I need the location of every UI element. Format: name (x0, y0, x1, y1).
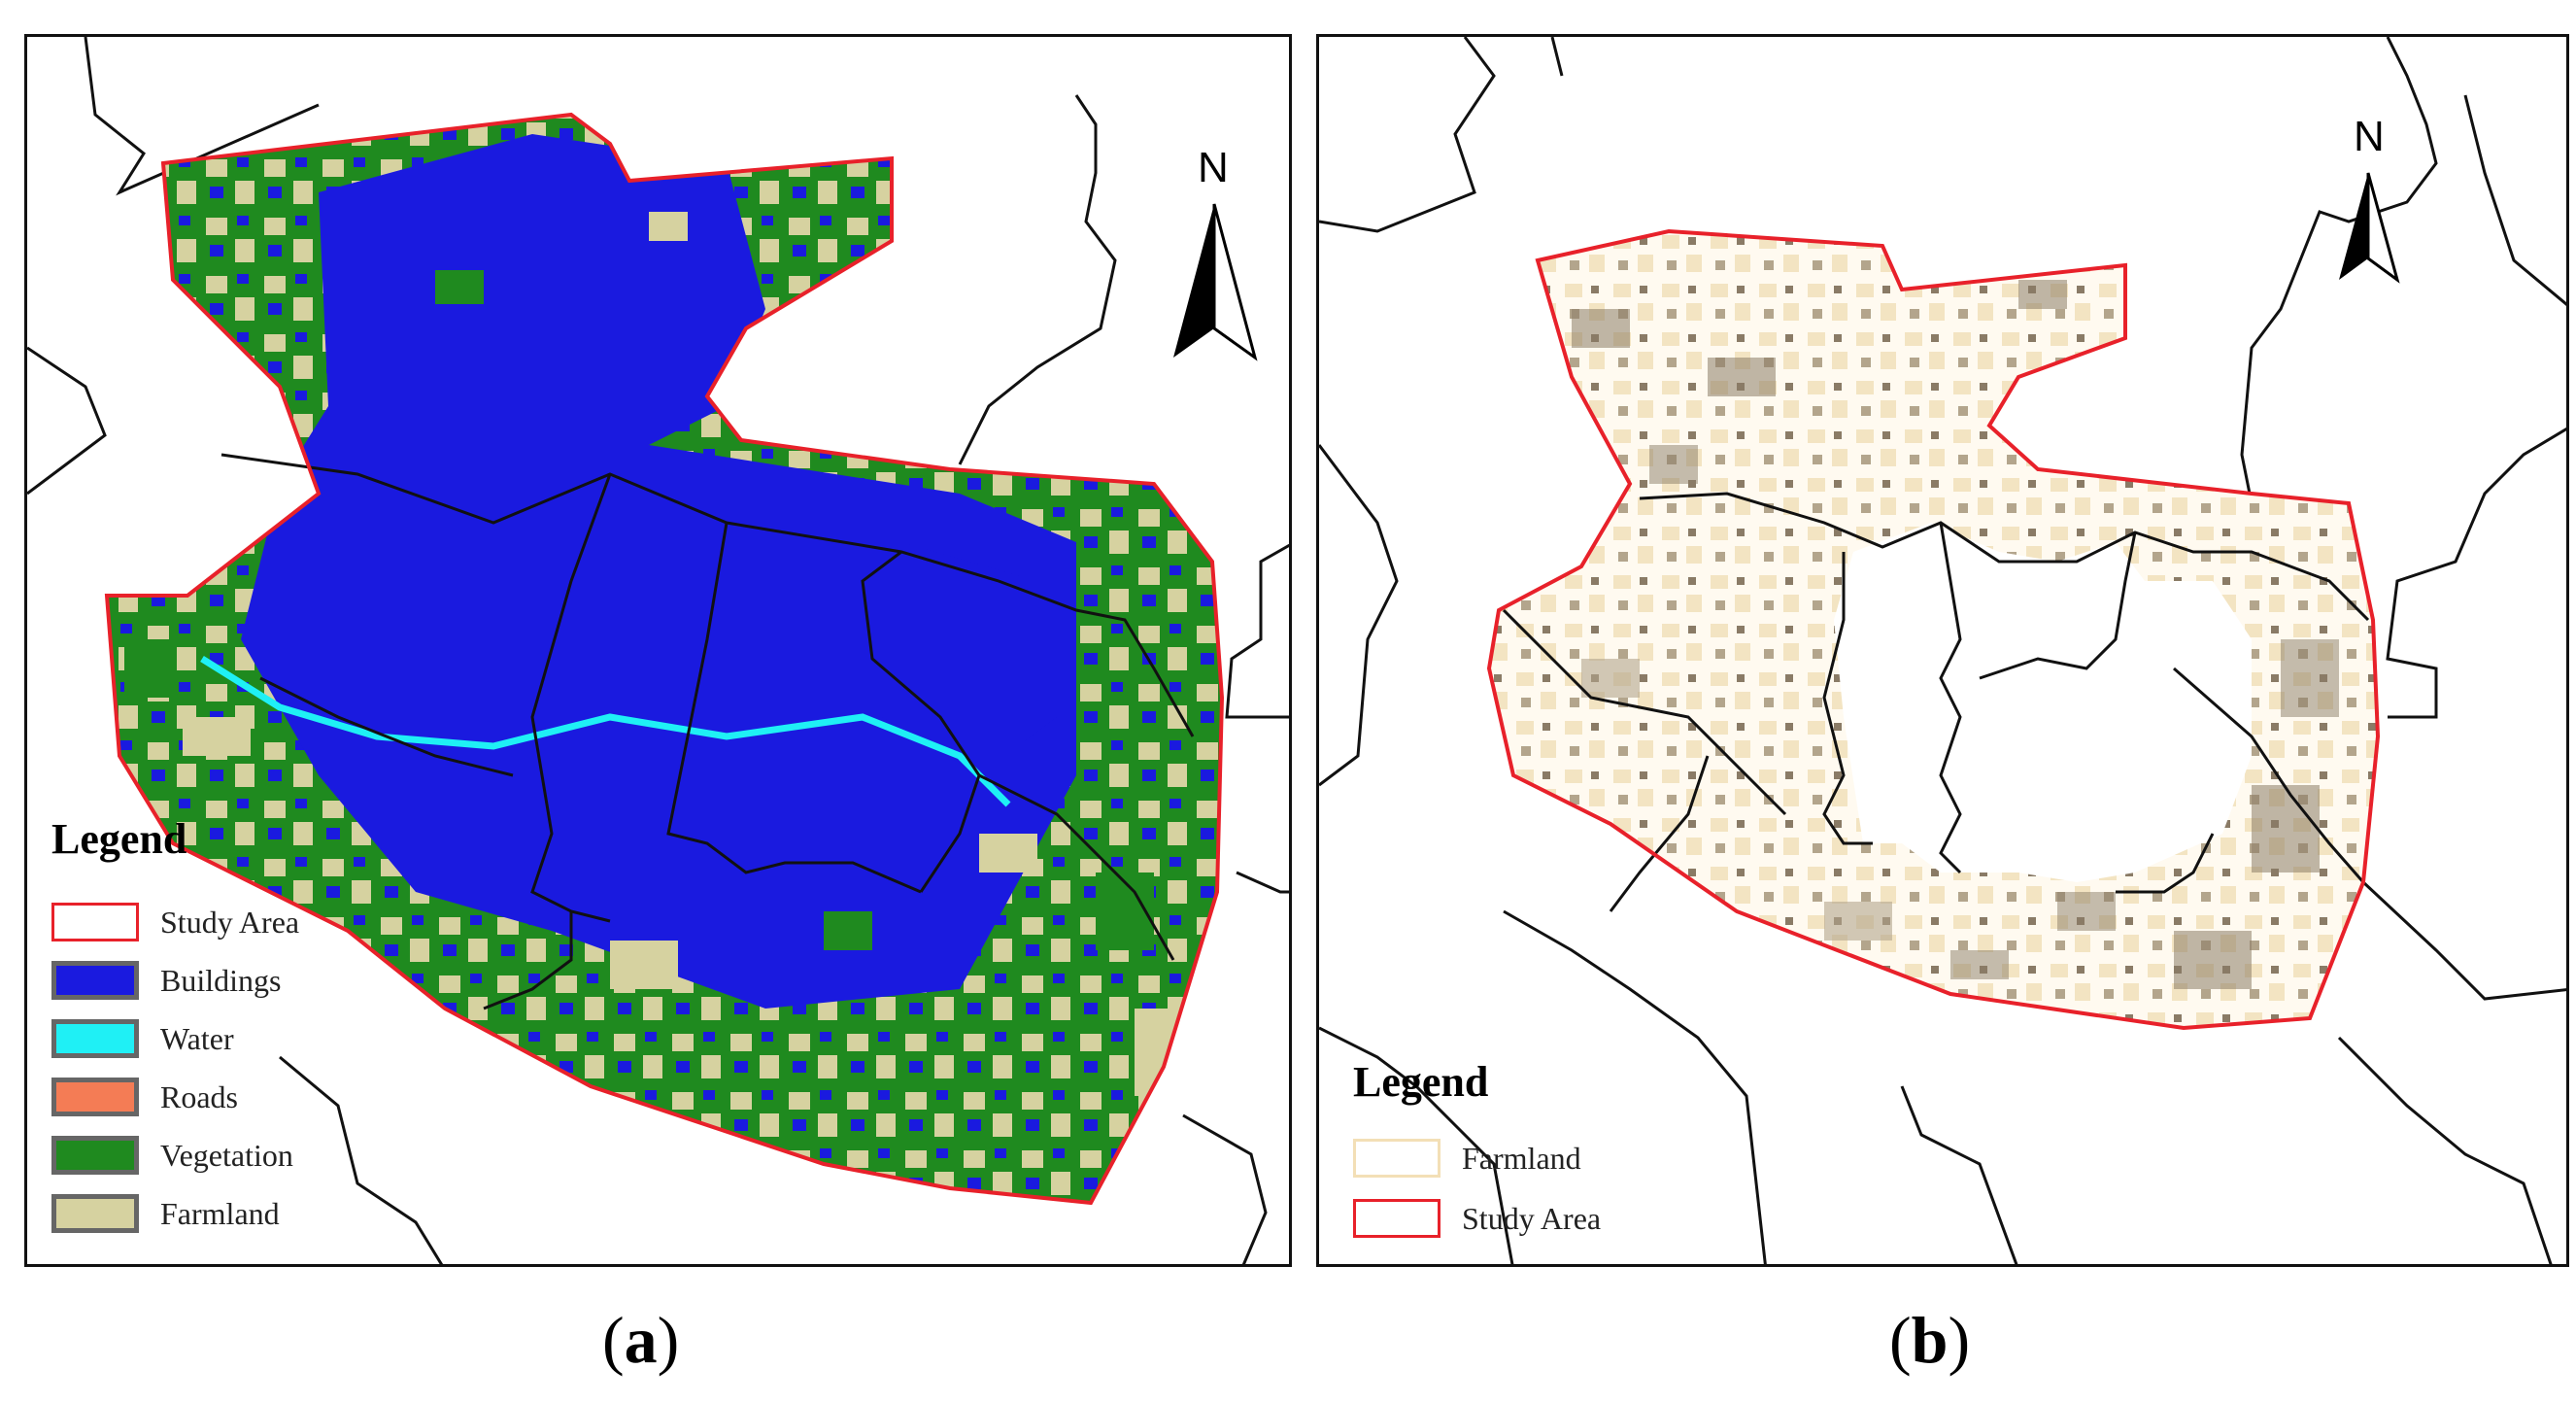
legend-label: Roads (160, 1078, 238, 1114)
legend-label: Farmland (160, 1195, 280, 1231)
vegetation-swatch (51, 1136, 139, 1175)
legend-b: Legend Farmland Study Area (1353, 1057, 1664, 1251)
farmland-map (1319, 37, 2566, 1264)
legend-a: Legend Study Area Buildings Water Roads … (51, 814, 362, 1242)
study-area-outline (1486, 228, 2381, 1031)
district-boundaries (1502, 492, 2370, 912)
legend-label: Water (160, 1020, 234, 1056)
land-cover-map (27, 37, 1289, 1264)
legend-label: Farmland (1462, 1140, 1581, 1176)
legend-item-study-area: Study Area (1353, 1193, 1601, 1244)
map-panel-b: N Legend Farmland Study Area (1316, 34, 2569, 1267)
legend-title: Legend (1353, 1058, 1489, 1106)
farmland-swatch (1353, 1139, 1441, 1178)
buildings-swatch (51, 961, 139, 1000)
legend-title: Legend (51, 815, 187, 863)
panel-caption-b: (b) (1889, 1303, 1971, 1377)
north-arrow-icon (1173, 203, 1258, 361)
legend-item-study-area: Study Area (51, 897, 299, 947)
north-label: N (1198, 144, 1229, 191)
legend-label: Vegetation (160, 1137, 293, 1173)
legend-label: Buildings (160, 962, 282, 998)
legend-item-roads: Roads (51, 1072, 238, 1122)
district-boundaries (220, 453, 1195, 1010)
north-arrow-icon (2339, 172, 2400, 284)
roads-swatch (51, 1078, 139, 1116)
caption-letter: b (1911, 1303, 1949, 1377)
study-area-swatch (1353, 1199, 1441, 1238)
legend-item-buildings: Buildings (51, 955, 281, 1006)
north-label: N (2354, 113, 2385, 160)
legend-label: Study Area (1462, 1200, 1602, 1236)
panel-caption-a: (a) (602, 1303, 680, 1377)
caption-letter: a (624, 1303, 658, 1377)
legend-item-farmland: Farmland (51, 1188, 280, 1239)
farmland-swatch (51, 1194, 139, 1233)
admin-boundaries (1319, 37, 2566, 1264)
study-area-swatch (51, 903, 139, 941)
legend-item-vegetation: Vegetation (51, 1130, 293, 1181)
legend-item-water: Water (51, 1013, 234, 1064)
study-area-outline (104, 112, 1225, 1206)
legend-item-farmland: Farmland (1353, 1133, 1581, 1183)
water-swatch (51, 1019, 139, 1058)
map-panel-a: N Legend Study Area Buildings Water Road… (24, 34, 1292, 1267)
legend-label: Study Area (160, 904, 300, 940)
